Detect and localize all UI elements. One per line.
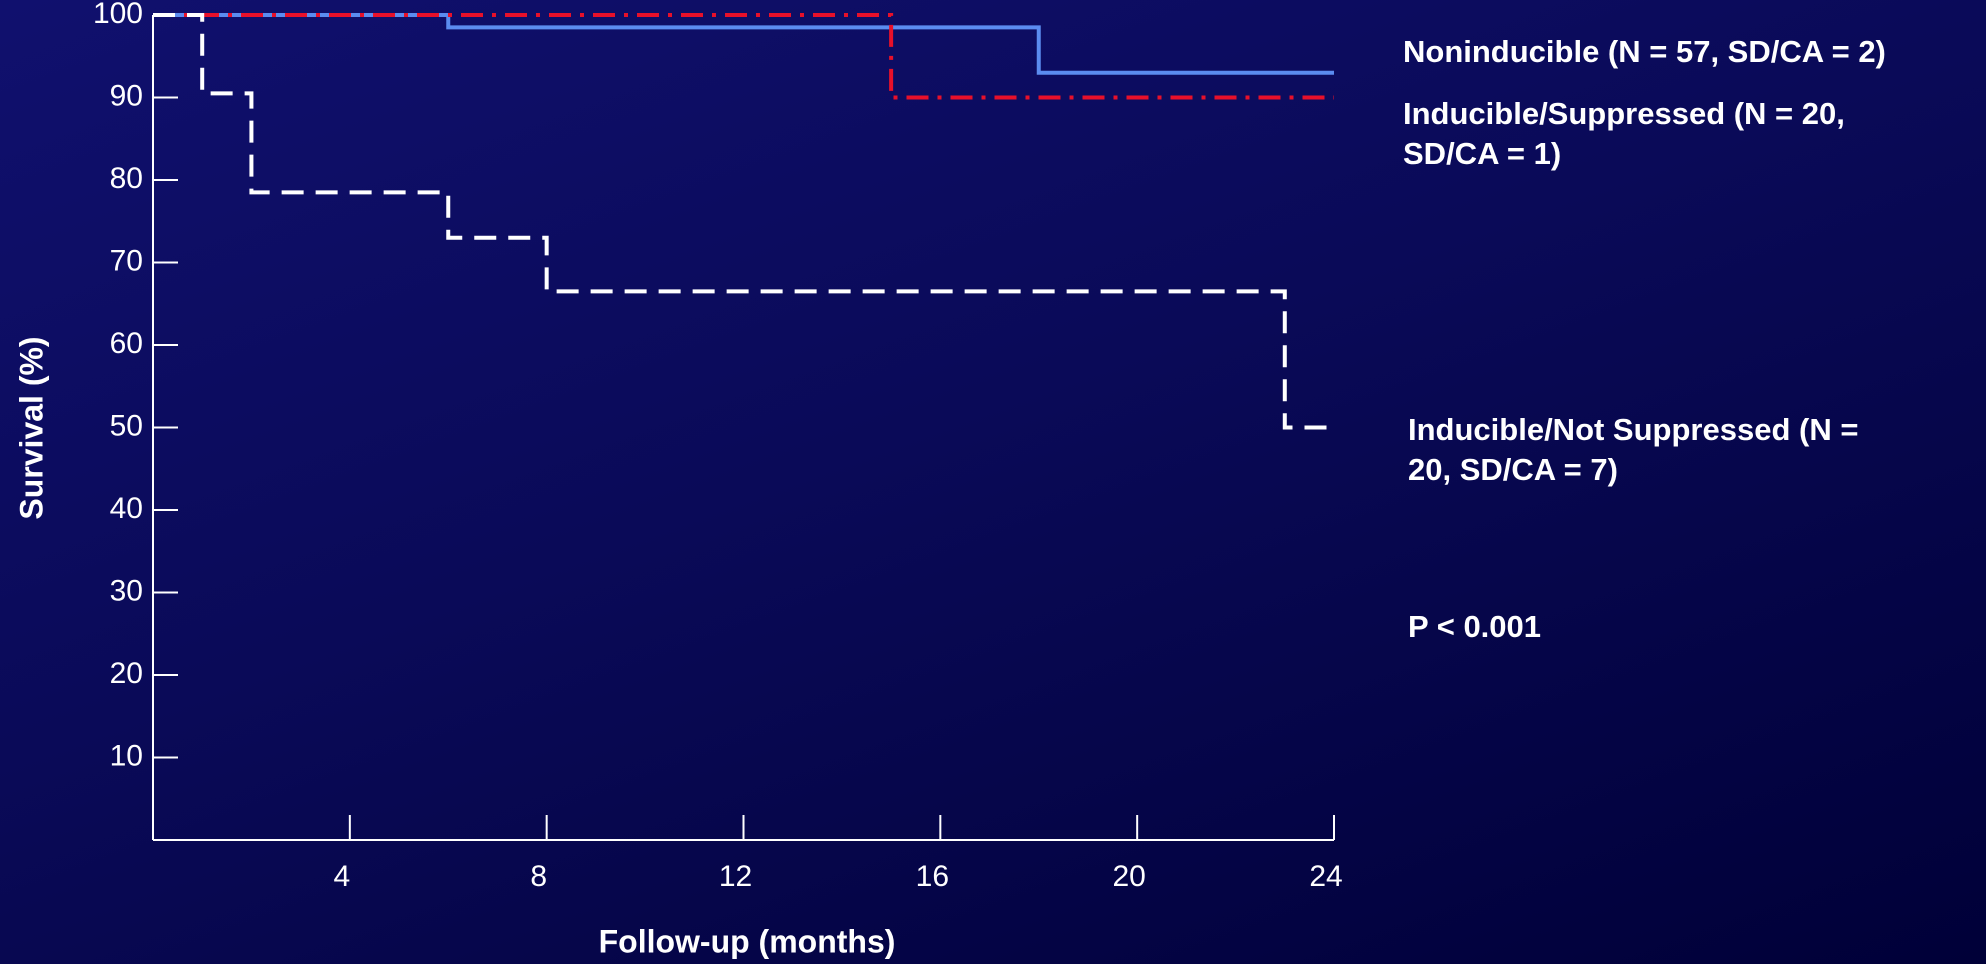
x-tick-label: 4 [333,860,350,893]
survival-line [153,13,1334,430]
legend-entry: Inducible/Suppressed (N = 20, SD/CA = 1) [1403,96,1845,171]
y-tick-label: 10 [110,739,143,772]
x-tick-label: 20 [1112,860,1145,893]
y-tick-label: 50 [110,409,143,442]
y-axis-label: Survival (%) [13,336,49,519]
legend-entry: Inducible/Not Suppressed (N = 20, SD/CA … [1408,412,1859,487]
x-tick-label: 24 [1309,860,1342,893]
legend-entry: Noninducible (N = 57, SD/CA = 2) [1403,34,1886,69]
y-tick-label: 70 [110,244,143,277]
x-tick-label: 16 [916,860,949,893]
y-tick-label: 20 [110,657,143,690]
y-tick-label: 90 [110,79,143,112]
y-tick-label: 40 [110,492,143,525]
y-tick-label: 80 [110,162,143,195]
survival-line [153,13,1334,75]
x-tick-label: 12 [719,860,752,893]
y-tick-label: 60 [110,327,143,360]
annotation: P < 0.001 [1408,609,1542,644]
y-tick-label: 100 [93,0,143,30]
y-tick-label: 30 [110,574,143,607]
survival-line [153,13,1334,100]
x-tick-label: 8 [530,860,547,893]
x-axis-label: Follow-up (months) [599,923,896,959]
